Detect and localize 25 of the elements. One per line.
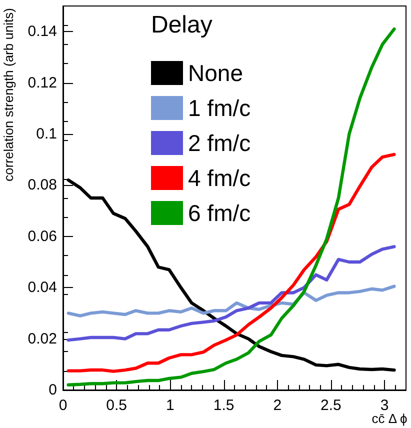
x-tick-label: 2.5 — [320, 397, 342, 414]
x-tick-label: 0.5 — [106, 397, 128, 414]
x-tick-label: 1.5 — [213, 397, 234, 414]
y-tick-label: 0.02 — [28, 330, 57, 348]
x-tick-label: 1 — [166, 397, 174, 414]
y-tick-label: 0.04 — [28, 279, 57, 296]
y-tick-label: 0.14 — [28, 23, 57, 40]
legend-label: 2 fm/c — [188, 130, 251, 156]
legend-label: 1 fm/c — [188, 95, 251, 121]
x-tick-label: 2 — [273, 397, 282, 414]
x-axis-title: cc̄ Δ ϕ — [372, 411, 408, 426]
y-tick-label: 0.06 — [28, 228, 57, 245]
y-tick-label: 0.1 — [36, 126, 57, 142]
y-tick-label: 0.12 — [28, 74, 57, 92]
x-tick-label: 0 — [58, 397, 68, 414]
legend-label: 6 fm/c — [188, 200, 251, 226]
legend-label: 4 fm/c — [188, 165, 251, 191]
legend-label: None — [188, 60, 243, 86]
y-tick-label: 0.08 — [28, 176, 57, 194]
y-tick-label: 0 — [48, 382, 57, 398]
y-axis-title: correlation strength (arb units) — [1, 8, 16, 182]
line-series — [66, 245, 396, 342]
legend-title: Delay — [151, 12, 212, 38]
line-series — [66, 284, 396, 318]
x-tick-label: 3 — [380, 397, 389, 414]
